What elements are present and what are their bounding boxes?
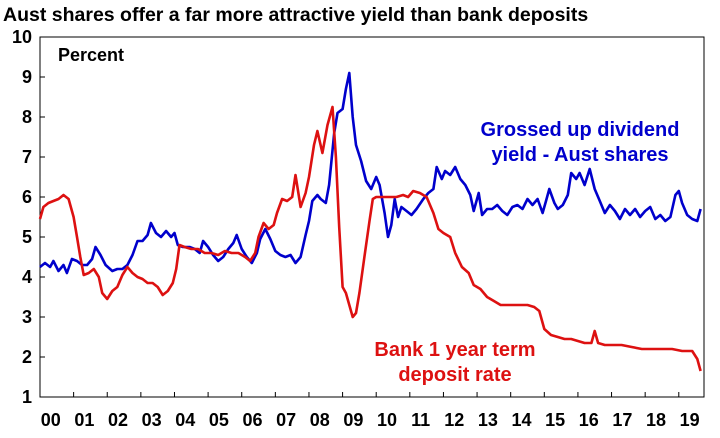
- term-deposit-label: deposit rate: [398, 364, 511, 386]
- x-tick-label: 19: [680, 410, 700, 430]
- y-axis-unit-label: Percent: [58, 45, 124, 65]
- y-tick-label: 1: [22, 387, 32, 407]
- y-tick-label: 7: [22, 147, 32, 167]
- x-tick-label: 16: [579, 410, 599, 430]
- y-axis: 1 2 3 4 5 6 7 8 9 10: [12, 27, 45, 407]
- y-tick-label: 9: [22, 67, 32, 87]
- x-tick-label: 03: [142, 410, 162, 430]
- term-deposit-label: Bank 1 year term: [374, 339, 535, 361]
- x-tick-label: 10: [377, 410, 397, 430]
- x-tick-label: 08: [310, 410, 330, 430]
- x-tick-label: 00: [41, 410, 61, 430]
- x-tick-label: 02: [108, 410, 128, 430]
- y-tick-label: 8: [22, 107, 32, 127]
- x-tick-label: 07: [276, 410, 296, 430]
- y-tick-label: 10: [12, 27, 32, 47]
- x-tick-label: 06: [243, 410, 263, 430]
- dividend-yield-label: Grossed up dividend: [481, 119, 680, 141]
- x-tick-label: 12: [444, 410, 464, 430]
- y-tick-label: 3: [22, 307, 32, 327]
- chart-title: Aust shares offer a far more attractive …: [3, 4, 589, 26]
- series-layer: [38, 71, 702, 372]
- y-tick-label: 4: [22, 267, 32, 287]
- x-tick-label: 09: [343, 410, 363, 430]
- series-labels: Grossed up dividend yield - Aust shares Ba…: [374, 119, 679, 386]
- x-tick-label: 04: [175, 410, 195, 430]
- x-tick-label: 13: [478, 410, 498, 430]
- x-axis: 00 01 02 03 04 05 06 07 08 09 10 11 12 13 14 15 16 17 18 19: [39, 392, 700, 430]
- y-tick-label: 5: [22, 227, 32, 247]
- x-tick-label: 01: [74, 410, 94, 430]
- x-tick-label: 05: [209, 410, 229, 430]
- x-tick-label: 15: [545, 410, 565, 430]
- x-tick-label: 17: [612, 410, 632, 430]
- x-tick-label: 11: [411, 410, 430, 430]
- y-tick-label: 2: [22, 347, 32, 367]
- dividend-yield-line: [39, 71, 702, 275]
- term-deposit-rate-line: [38, 105, 702, 372]
- dividend-yield-label: yield - Aust shares: [491, 144, 668, 166]
- y-tick-label: 6: [22, 187, 32, 207]
- x-tick-label: 14: [511, 410, 531, 430]
- x-tick-label: 18: [646, 410, 666, 430]
- plot-area: [39, 36, 705, 398]
